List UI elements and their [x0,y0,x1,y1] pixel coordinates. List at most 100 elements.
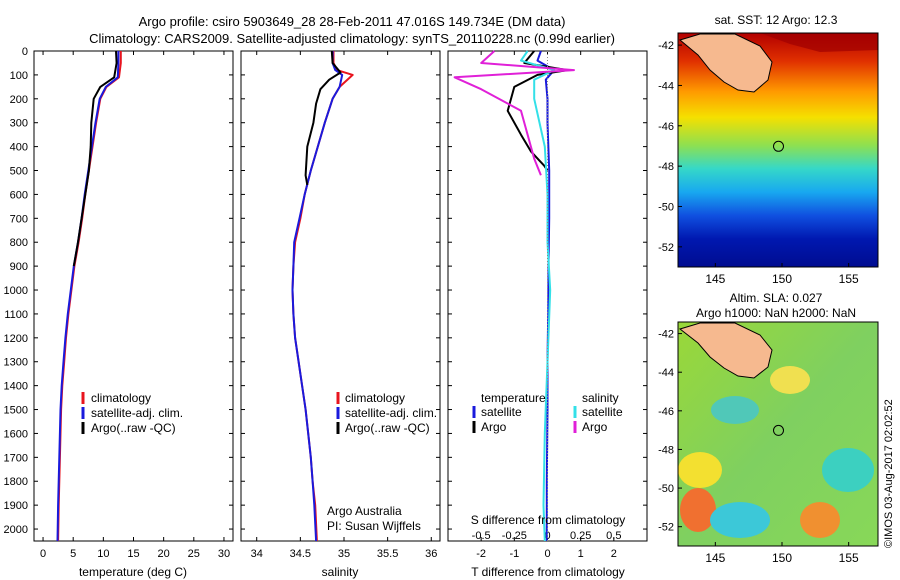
salinity-plot-frame [240,50,441,542]
s-tick-label: 0.25 [570,530,591,542]
lat-tick-label: -50 [658,201,674,213]
lon-tick-label: 145 [705,551,725,565]
series-line-temperature-argo [506,50,569,172]
x-tick-label: 30 [218,548,230,560]
depth-tick-label: 1900 [4,500,28,512]
title-line-2: Climatology: CARS2009. Satellite-adjuste… [89,31,615,46]
warm-water-patch [760,33,878,52]
depth-tick-label: 100 [10,70,28,82]
salinity-x-label: salinity [322,565,359,579]
sla-high-patch [800,502,840,538]
sst-map-frame [677,32,879,268]
legend-label-t-satellite: satellite [481,405,522,419]
sla-map-axes: -42 -44 -46 -48 -50 -52 145 150 155 [658,329,859,565]
lon-tick-label: 145 [705,272,725,286]
depth-tick-label: 200 [10,94,28,106]
depth-tick-label: 900 [10,261,28,273]
lat-tick-label: -46 [658,406,674,418]
depth-tick-label: 1300 [4,357,28,369]
sst-map-title: sat. SST: 12 Argo: 12.3 [715,13,838,27]
lat-tick-label: -48 [658,161,674,173]
x-tick-label: 1 [578,548,584,560]
sla-low-patch [711,396,759,424]
legend-label-argo: Argo(..raw -QC) [345,421,430,435]
depth-tick-label: 2000 [4,524,28,536]
depth-tick-label: 300 [10,118,28,130]
depth-tick-label: 600 [10,189,28,201]
lat-tick-label: -46 [658,121,674,133]
sst-map-axes: -42 -44 -46 -48 -50 -52 145 150 155 [658,40,859,286]
x-tick-label: 36 [425,548,437,560]
x-tick-label: 34.5 [290,548,311,560]
institution-label: Argo Australia [327,504,402,518]
depth-tick-label: 1200 [4,333,28,345]
legend-label-s-argo: Argo [582,420,608,434]
temperature-legend: climatology satellite-adj. clim. Argo(..… [81,391,183,435]
depth-tick-label: 500 [10,166,28,178]
difference-t-x-label: T difference from climatology [471,565,625,579]
depth-tick-label: 700 [10,213,28,225]
legend-title-temperature: temperature [481,391,546,405]
salinity-legend: climatology satellite-adj. clim. Argo(..… [336,391,437,435]
legend-label-satellite: satellite-adj. clim. [345,406,437,420]
x-tick-label: 0 [544,548,550,560]
sst-map-image [678,33,878,267]
depth-tick-label: 800 [10,237,28,249]
depth-tick-label: 400 [10,142,28,154]
x-tick-label: 2 [611,548,617,560]
legend-label-climatology: climatology [91,391,151,405]
lon-tick-label: 150 [772,551,792,565]
x-tick-label: 20 [158,548,170,560]
sla-high-patch [770,366,810,394]
lon-tick-label: 155 [839,272,859,286]
temperature-plot-frame [33,50,234,542]
lat-tick-label: -50 [658,483,674,495]
difference-legend: temperature salinity satellite Argo sate… [472,391,623,434]
x-tick-label: 35.5 [377,548,398,560]
sla-high-patch [680,488,716,532]
sla-map-frame [677,321,879,547]
tasmania-landmass [678,322,773,379]
depth-tick-label: 1500 [4,405,28,417]
s-tick-label: -0.25 [502,530,527,542]
x-tick-label: 25 [188,548,200,560]
sla-high-patch [678,452,722,488]
lat-tick-label: -52 [658,522,674,534]
x-tick-label: 10 [97,548,109,560]
series-line-satellite-adj-clim- [56,51,120,542]
temperature-x-axis: 0 5 10 15 20 25 30 [40,51,230,560]
x-tick-label: 15 [127,548,139,560]
depth-tick-label: 1600 [4,428,28,440]
depth-axis: 0 100 200 300 400 500 600 700 800 900 1000 1100 1200… [4,46,647,536]
sla-map-image [678,322,878,546]
series-line-satellite-adj-clim- [291,51,344,542]
tasmania-landmass [678,33,773,93]
difference-series [453,50,575,542]
x-tick-label: 5 [70,548,76,560]
pi-label: PI: Susan Wijffels [327,519,421,533]
series-line-salinity-satellite [520,50,556,542]
legend-title-salinity: salinity [582,391,619,405]
depth-tick-label: 1800 [4,476,28,488]
legend-label-t-argo: Argo [481,420,507,434]
depth-tick-label: 1700 [4,452,28,464]
x-tick-label: -1 [509,548,519,560]
depth-tick-label: 1400 [4,381,28,393]
lat-tick-label: -44 [658,80,674,92]
sla-low-patch [822,448,874,492]
lon-tick-label: 155 [839,551,859,565]
depth-tick-label: 1000 [4,285,28,297]
x-tick-label: -2 [476,548,486,560]
lat-tick-label: -44 [658,367,674,379]
lon-tick-label: 150 [772,272,792,286]
x-tick-label: 35 [338,548,350,560]
series-line-climatology [291,51,354,542]
depth-tick-label: 0 [22,46,28,58]
lat-tick-label: -52 [658,242,674,254]
temperature-series [56,50,122,542]
salinity-x-axis: 34 34.5 35 35.5 36 [251,51,437,560]
title-line-1: Argo profile: csiro 5903649_28 28-Feb-20… [139,14,566,29]
imos-timestamp: ©IMOS 03-Aug-2017 02:02:52 [883,399,895,548]
s-tick-label: 0.5 [606,530,621,542]
series-line-argo-raw-qc- [304,50,342,186]
